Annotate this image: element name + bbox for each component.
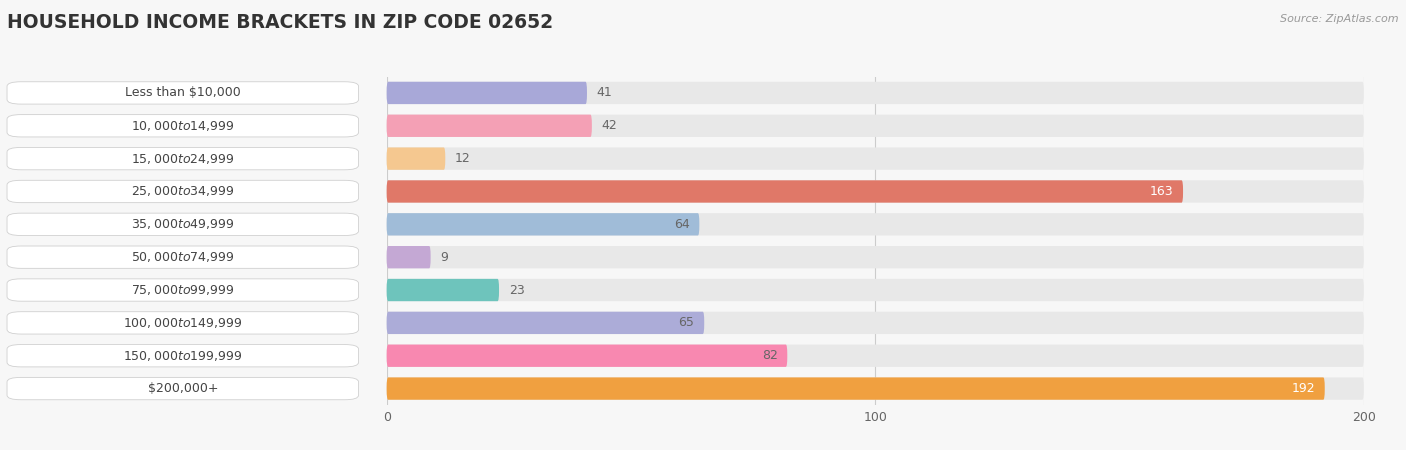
Text: $150,000 to $199,999: $150,000 to $199,999 — [124, 349, 242, 363]
Text: 42: 42 — [602, 119, 617, 132]
Text: Source: ZipAtlas.com: Source: ZipAtlas.com — [1281, 14, 1399, 23]
FancyBboxPatch shape — [387, 115, 1364, 137]
FancyBboxPatch shape — [387, 378, 1324, 400]
Text: $50,000 to $74,999: $50,000 to $74,999 — [131, 250, 235, 264]
Text: 12: 12 — [456, 152, 471, 165]
Text: Less than $10,000: Less than $10,000 — [125, 86, 240, 99]
FancyBboxPatch shape — [387, 213, 1364, 235]
FancyBboxPatch shape — [387, 312, 1364, 334]
Text: 23: 23 — [509, 284, 524, 297]
Text: $15,000 to $24,999: $15,000 to $24,999 — [131, 152, 235, 166]
FancyBboxPatch shape — [387, 279, 1364, 301]
FancyBboxPatch shape — [387, 312, 704, 334]
FancyBboxPatch shape — [387, 82, 586, 104]
Text: 9: 9 — [440, 251, 449, 264]
Text: $200,000+: $200,000+ — [148, 382, 218, 395]
FancyBboxPatch shape — [387, 345, 1364, 367]
Text: $100,000 to $149,999: $100,000 to $149,999 — [124, 316, 242, 330]
Text: HOUSEHOLD INCOME BRACKETS IN ZIP CODE 02652: HOUSEHOLD INCOME BRACKETS IN ZIP CODE 02… — [7, 14, 553, 32]
FancyBboxPatch shape — [387, 148, 446, 170]
FancyBboxPatch shape — [387, 148, 1364, 170]
FancyBboxPatch shape — [387, 115, 592, 137]
Text: 163: 163 — [1150, 185, 1173, 198]
FancyBboxPatch shape — [387, 246, 1364, 268]
Text: 82: 82 — [762, 349, 778, 362]
FancyBboxPatch shape — [387, 378, 1364, 400]
Text: 65: 65 — [679, 316, 695, 329]
Text: 192: 192 — [1291, 382, 1315, 395]
Text: 64: 64 — [673, 218, 689, 231]
Text: $75,000 to $99,999: $75,000 to $99,999 — [131, 283, 235, 297]
FancyBboxPatch shape — [387, 345, 787, 367]
FancyBboxPatch shape — [387, 180, 1182, 202]
Text: 41: 41 — [596, 86, 613, 99]
FancyBboxPatch shape — [387, 213, 699, 235]
Text: $35,000 to $49,999: $35,000 to $49,999 — [131, 217, 235, 231]
FancyBboxPatch shape — [387, 180, 1364, 202]
FancyBboxPatch shape — [387, 279, 499, 301]
Text: $25,000 to $34,999: $25,000 to $34,999 — [131, 184, 235, 198]
Text: $10,000 to $14,999: $10,000 to $14,999 — [131, 119, 235, 133]
FancyBboxPatch shape — [387, 246, 430, 268]
FancyBboxPatch shape — [387, 82, 1364, 104]
